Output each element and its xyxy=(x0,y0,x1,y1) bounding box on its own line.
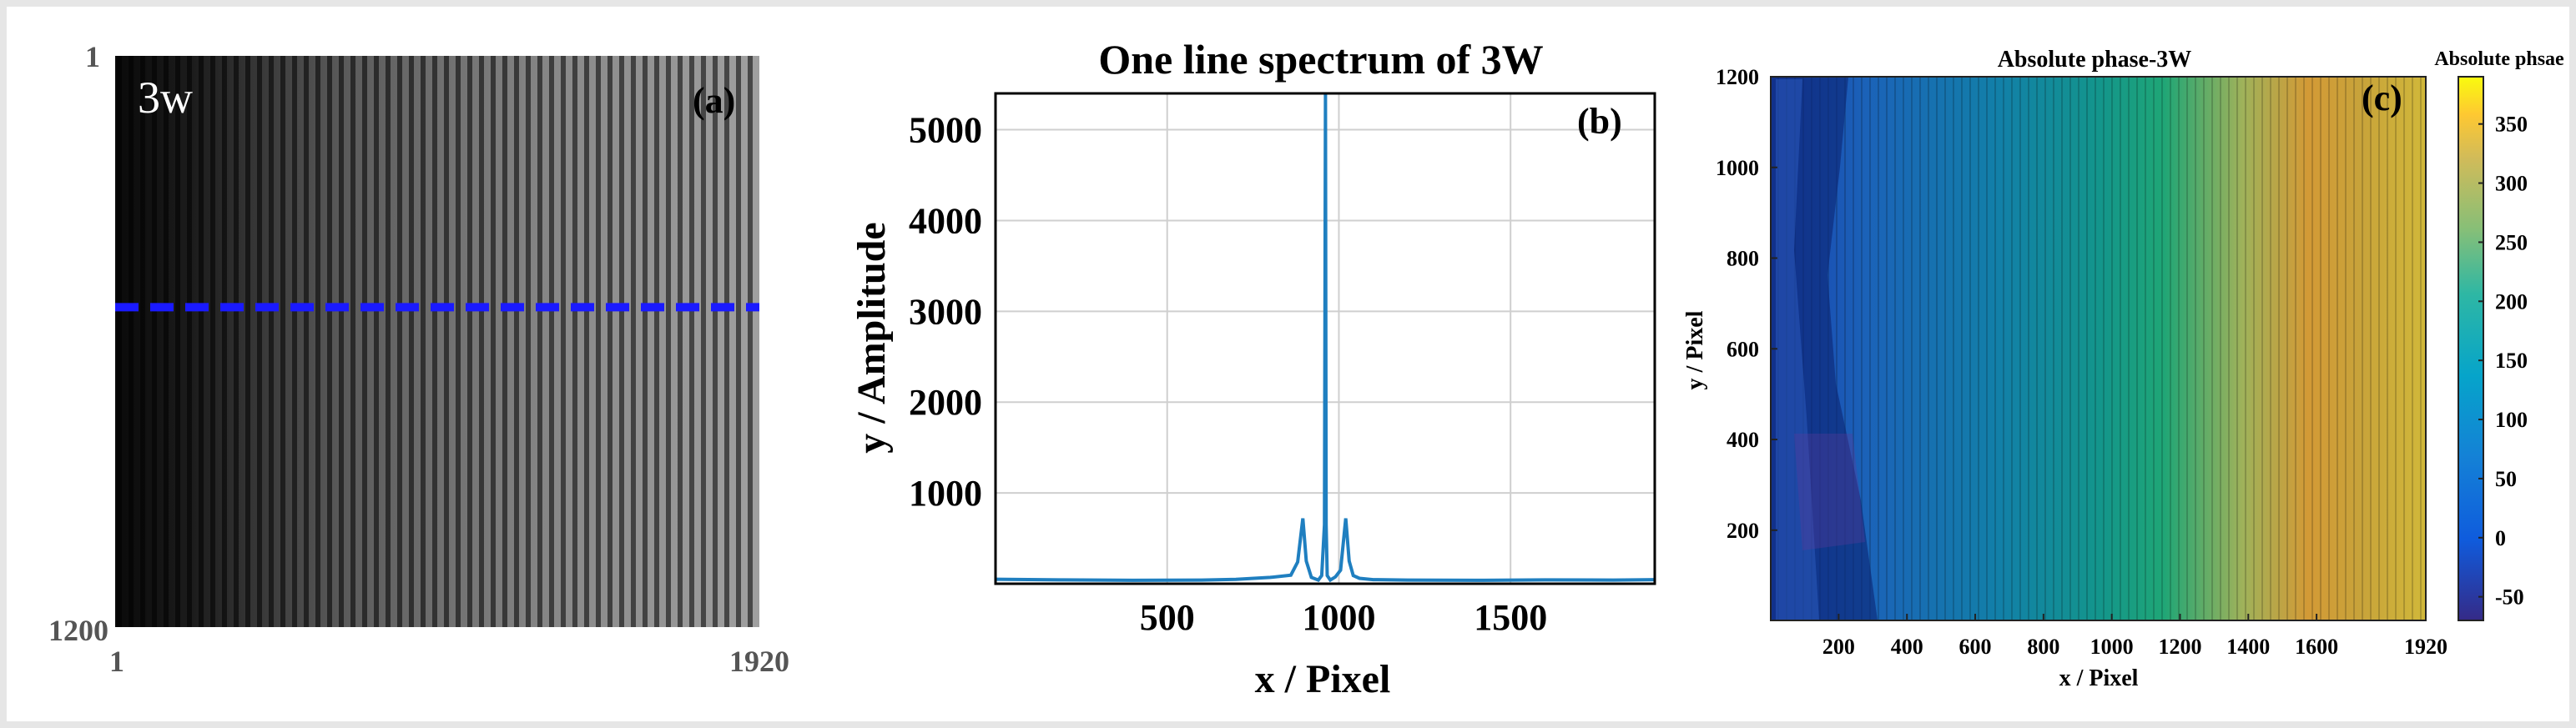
phase-noise-region xyxy=(1771,77,1878,620)
phase-ticks: 200 400 600 800 1000 1200 1400 1600 1920 200 400 60… xyxy=(1716,65,2447,659)
x-tick-label: 1600 xyxy=(2295,635,2338,659)
panel-c: 200 400 600 800 1000 1200 1400 1600 192020040060… xyxy=(1682,47,2564,691)
spectrum-x-label: x / Pixel xyxy=(1255,657,1391,701)
y-tick-label: 4000 xyxy=(909,200,982,241)
panel-b-tag: (b) xyxy=(1577,101,1622,142)
x-tick-label: 800 xyxy=(2027,635,2059,659)
x-tick-label: 200 xyxy=(1822,635,1855,659)
x-tick-label: 1200 xyxy=(2158,635,2201,659)
phase-x-label: x / Pixel xyxy=(2059,665,2139,691)
y-tick-label: 200 xyxy=(1727,519,1759,543)
panel-a: 3w (a) 1 1200 1 1920 xyxy=(48,40,789,678)
spectrum-ticks: 500 1000 1500 1000 2000 3000 4000 5000 xyxy=(909,110,1547,638)
y-tick-label: 800 xyxy=(1727,247,1759,271)
phase-map-texture xyxy=(1771,77,2426,620)
colorbar-tick-label: 300 xyxy=(2495,172,2528,196)
colorbar-tick-label: 250 xyxy=(2495,230,2528,254)
colorbar-tick-label: 350 xyxy=(2495,113,2528,137)
x-tick-label: 1000 xyxy=(1302,597,1375,638)
phase-title: Absolute phase-3W xyxy=(1998,47,2192,73)
y-tick-label: 1200 xyxy=(1716,65,1759,89)
phase-noise-purple xyxy=(1794,434,1865,550)
x-tick-label: 1500 xyxy=(1474,597,1547,638)
y-tick-label: 600 xyxy=(1727,337,1759,361)
panel-a-overlay-text: 3w xyxy=(138,73,193,123)
panel-a-y-tick-top: 1 xyxy=(85,40,100,73)
spectrum-title: One line spectrum of 3W xyxy=(1098,36,1543,83)
spectrum-frame xyxy=(994,92,1656,585)
colorbar-tick-label: 50 xyxy=(2495,467,2517,491)
colorbar-tick-label: 0 xyxy=(2495,526,2506,550)
spectrum-line xyxy=(995,93,1656,583)
colorbar-ticks: -50 0 50 100 150 200 250 300 350 xyxy=(2478,113,2528,610)
y-tick-label: 2000 xyxy=(909,382,982,423)
colorbar-tick-label: 100 xyxy=(2495,408,2528,432)
colorbar-tick-label: 150 xyxy=(2495,349,2528,373)
panel-a-x-tick-left: 1 xyxy=(109,645,124,678)
fringe-pattern xyxy=(115,56,759,627)
x-tick-label: 1400 xyxy=(2226,635,2270,659)
y-tick-label: 1000 xyxy=(1716,156,1759,180)
colorbar-tick-label: -50 xyxy=(2495,585,2524,610)
panel-a-x-tick-right: 1920 xyxy=(729,645,789,678)
spectrum-y-label: y / Amplitude xyxy=(849,222,894,453)
y-tick-label: 3000 xyxy=(909,291,982,332)
x-tick-label: 400 xyxy=(1891,635,1923,659)
y-tick-label: 400 xyxy=(1727,428,1759,452)
panel-a-tag: (a) xyxy=(693,80,735,121)
y-tick-label: 1000 xyxy=(909,473,982,514)
panel-b: 500 1000 1500 1000 2000 3000 4000 5000 One line… xyxy=(849,36,1656,701)
panel-a-y-tick-bottom: 1200 xyxy=(48,614,108,647)
x-tick-label: 1920 xyxy=(2404,635,2447,659)
colorbar-title: Absolute phsae xyxy=(2434,48,2564,70)
x-tick-label: 1000 xyxy=(2090,635,2134,659)
x-tick-label: 600 xyxy=(1959,635,1992,659)
y-tick-label: 5000 xyxy=(909,110,982,151)
x-tick-label: 500 xyxy=(1140,597,1195,638)
colorbar xyxy=(2458,76,2484,621)
panel-c-tag: (c) xyxy=(2362,78,2402,118)
colorbar-tick-label: 200 xyxy=(2495,289,2528,314)
phase-y-label: y / Pixel xyxy=(1682,310,1708,389)
phase-noise-highlight xyxy=(1776,79,1819,620)
